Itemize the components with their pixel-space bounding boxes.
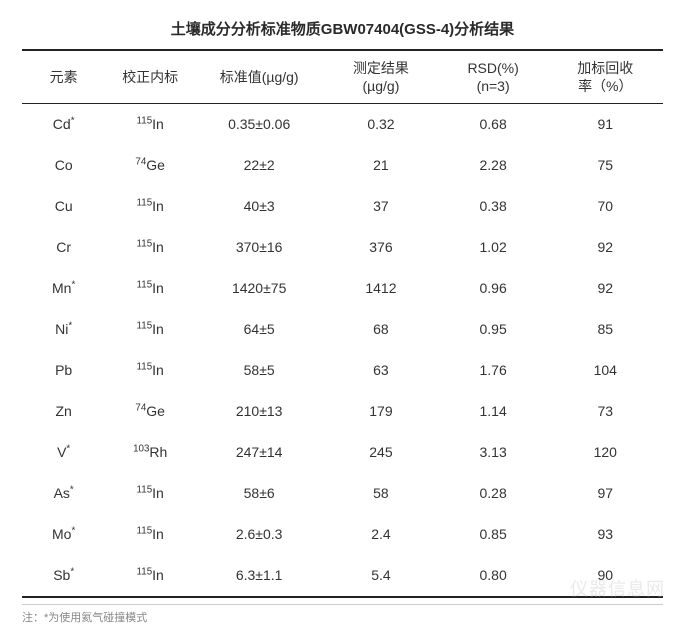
cell-internal-std: 115In: [105, 473, 195, 514]
cell-measured: 68: [323, 309, 438, 350]
cell-recovery: 91: [548, 104, 663, 146]
cell-rsd: 0.96: [439, 268, 548, 309]
cell-element: Cu: [22, 186, 105, 227]
cell-rsd: 3.13: [439, 432, 548, 473]
table-head-row: 元素校正内标标准值(µg/g)测定结果(µg/g)RSD(%)(n=3)加标回收…: [22, 50, 663, 104]
cell-element: As*: [22, 473, 105, 514]
cell-measured: 63: [323, 350, 438, 391]
table-row: Cu115In40±3370.3870: [22, 186, 663, 227]
cell-recovery: 120: [548, 432, 663, 473]
table-row: Mo*115In2.6±0.32.40.8593: [22, 514, 663, 555]
cell-element: Cr: [22, 227, 105, 268]
cell-measured: 376: [323, 227, 438, 268]
cell-certified: 2.6±0.3: [195, 514, 323, 555]
cell-certified: 40±3: [195, 186, 323, 227]
results-table: 元素校正内标标准值(µg/g)测定结果(µg/g)RSD(%)(n=3)加标回收…: [22, 49, 663, 598]
footnote: 注：*为使用氦气碰撞模式: [22, 604, 663, 625]
cell-rsd: 1.76: [439, 350, 548, 391]
cell-measured: 2.4: [323, 514, 438, 555]
col-header-0: 元素: [22, 50, 105, 104]
table-row: Co74Ge22±2212.2875: [22, 145, 663, 186]
cell-measured: 5.4: [323, 555, 438, 597]
cell-measured: 179: [323, 391, 438, 432]
col-header-3: 测定结果(µg/g): [323, 50, 438, 104]
table-row: Mn*115In1420±7514120.9692: [22, 268, 663, 309]
cell-element: Pb: [22, 350, 105, 391]
col-header-2: 标准值(µg/g): [195, 50, 323, 104]
col-header-1: 校正内标: [105, 50, 195, 104]
cell-internal-std: 115In: [105, 555, 195, 597]
cell-element: Co: [22, 145, 105, 186]
cell-rsd: 0.80: [439, 555, 548, 597]
cell-rsd: 0.85: [439, 514, 548, 555]
cell-rsd: 1.14: [439, 391, 548, 432]
cell-element: Ni*: [22, 309, 105, 350]
cell-element: Zn: [22, 391, 105, 432]
cell-recovery: 90: [548, 555, 663, 597]
cell-element: Sb*: [22, 555, 105, 597]
cell-rsd: 0.38: [439, 186, 548, 227]
cell-recovery: 104: [548, 350, 663, 391]
table-row: Cr115In370±163761.0292: [22, 227, 663, 268]
cell-element: Mo*: [22, 514, 105, 555]
cell-certified: 247±14: [195, 432, 323, 473]
cell-recovery: 70: [548, 186, 663, 227]
cell-rsd: 2.28: [439, 145, 548, 186]
cell-internal-std: 74Ge: [105, 391, 195, 432]
table-row: As*115In58±6580.2897: [22, 473, 663, 514]
cell-internal-std: 115In: [105, 104, 195, 146]
cell-internal-std: 115In: [105, 350, 195, 391]
cell-certified: 64±5: [195, 309, 323, 350]
cell-internal-std: 115In: [105, 227, 195, 268]
cell-recovery: 73: [548, 391, 663, 432]
table-body: Cd*115In0.35±0.060.320.6891Co74Ge22±2212…: [22, 104, 663, 598]
cell-certified: 22±2: [195, 145, 323, 186]
cell-certified: 0.35±0.06: [195, 104, 323, 146]
cell-measured: 0.32: [323, 104, 438, 146]
cell-recovery: 85: [548, 309, 663, 350]
cell-element: Mn*: [22, 268, 105, 309]
page-title: 土壤成分分析标准物质GBW07404(GSS-4)分析结果: [22, 18, 663, 39]
cell-internal-std: 103Rh: [105, 432, 195, 473]
cell-recovery: 97: [548, 473, 663, 514]
cell-recovery: 92: [548, 227, 663, 268]
table-row: Cd*115In0.35±0.060.320.6891: [22, 104, 663, 146]
cell-measured: 1412: [323, 268, 438, 309]
cell-measured: 245: [323, 432, 438, 473]
cell-element: Cd*: [22, 104, 105, 146]
cell-rsd: 0.95: [439, 309, 548, 350]
cell-internal-std: 115In: [105, 186, 195, 227]
cell-recovery: 75: [548, 145, 663, 186]
cell-certified: 58±5: [195, 350, 323, 391]
cell-internal-std: 115In: [105, 514, 195, 555]
cell-certified: 370±16: [195, 227, 323, 268]
table-head: 元素校正内标标准值(µg/g)测定结果(µg/g)RSD(%)(n=3)加标回收…: [22, 50, 663, 104]
cell-certified: 1420±75: [195, 268, 323, 309]
table-row: Zn74Ge210±131791.1473: [22, 391, 663, 432]
col-header-4: RSD(%)(n=3): [439, 50, 548, 104]
cell-internal-std: 74Ge: [105, 145, 195, 186]
cell-element: V*: [22, 432, 105, 473]
cell-rsd: 0.68: [439, 104, 548, 146]
cell-recovery: 93: [548, 514, 663, 555]
cell-certified: 58±6: [195, 473, 323, 514]
table-row: Sb*115In6.3±1.15.40.8090: [22, 555, 663, 597]
table-container: 土壤成分分析标准物质GBW07404(GSS-4)分析结果 元素校正内标标准值(…: [0, 0, 685, 641]
cell-measured: 58: [323, 473, 438, 514]
table-row: Pb115In58±5631.76104: [22, 350, 663, 391]
table-row: V*103Rh247±142453.13120: [22, 432, 663, 473]
cell-measured: 21: [323, 145, 438, 186]
table-row: Ni*115In64±5680.9585: [22, 309, 663, 350]
cell-rsd: 0.28: [439, 473, 548, 514]
col-header-5: 加标回收率（%）: [548, 50, 663, 104]
cell-measured: 37: [323, 186, 438, 227]
cell-rsd: 1.02: [439, 227, 548, 268]
cell-recovery: 92: [548, 268, 663, 309]
cell-internal-std: 115In: [105, 268, 195, 309]
cell-certified: 6.3±1.1: [195, 555, 323, 597]
cell-certified: 210±13: [195, 391, 323, 432]
cell-internal-std: 115In: [105, 309, 195, 350]
